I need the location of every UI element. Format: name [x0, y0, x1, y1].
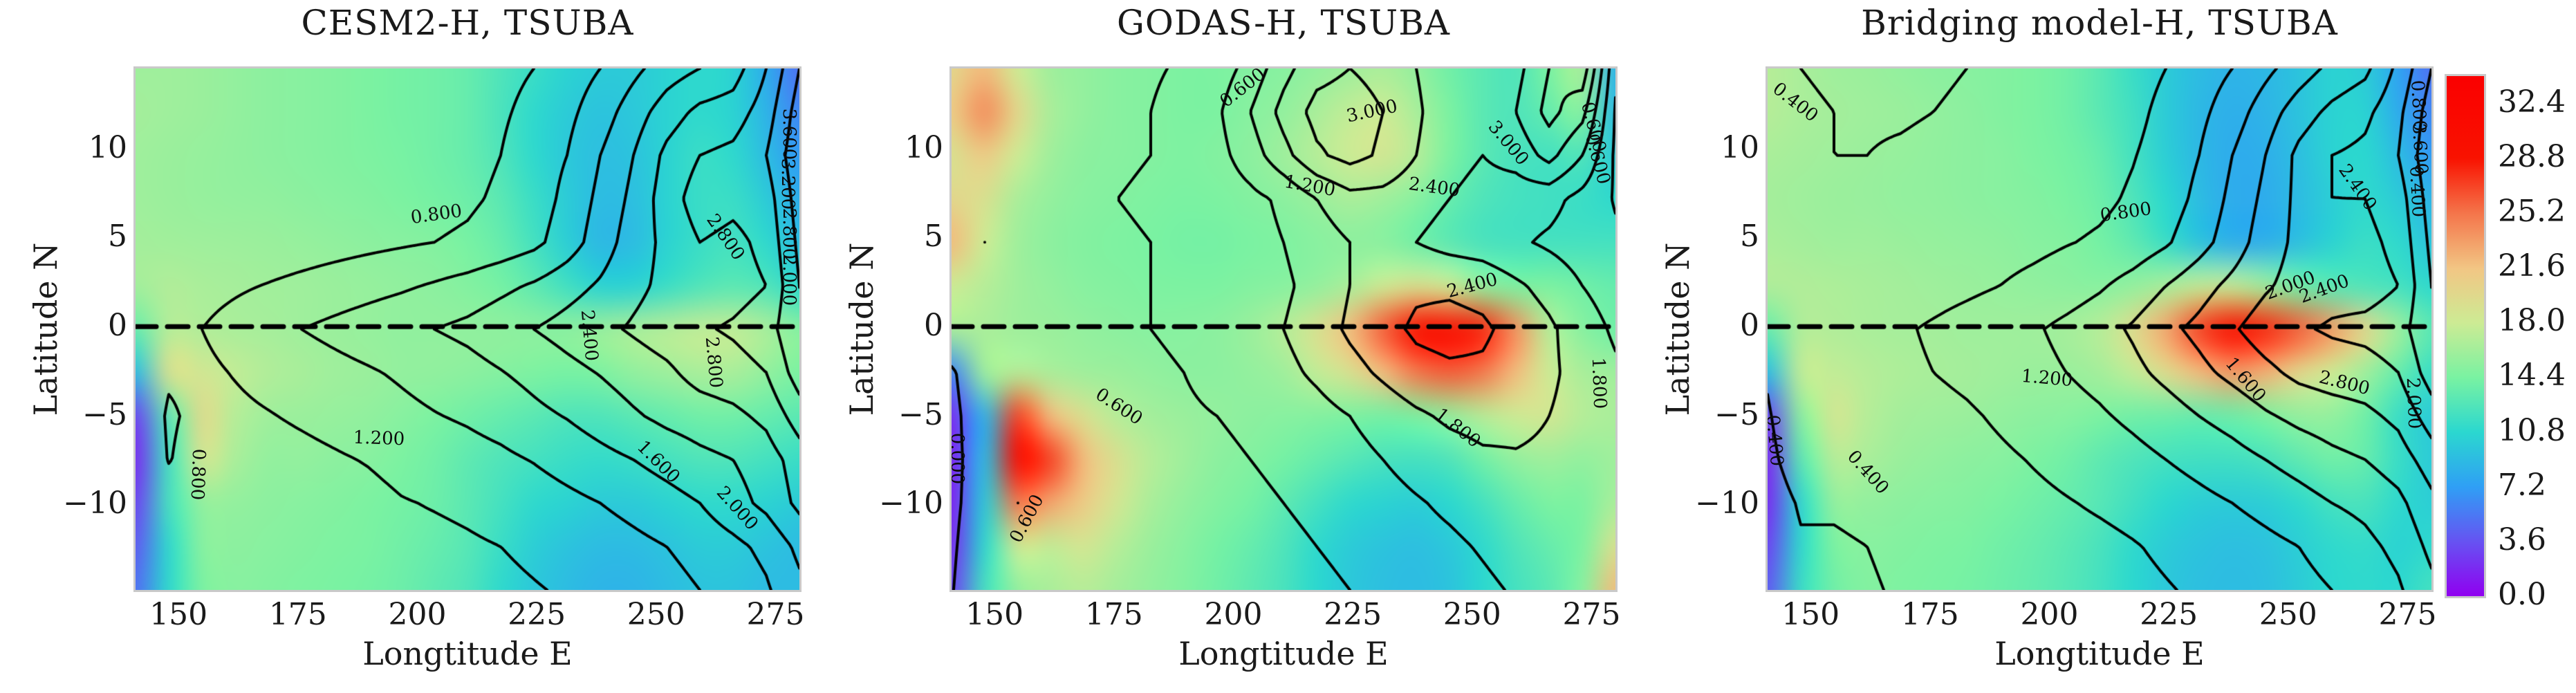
- contour-label: 0.400: [2405, 165, 2429, 218]
- contour-label: 2.000: [778, 255, 799, 306]
- y-tick-label: −5: [1714, 396, 1759, 432]
- colorbar-tick-label: 14.4: [2498, 358, 2566, 394]
- colorbar-tick-label: 10.8: [2498, 412, 2566, 448]
- contour-label: 0.400: [1768, 414, 1787, 468]
- contour-label: 0.800: [186, 447, 210, 501]
- colorbar-tick-label: 21.6: [2498, 248, 2566, 284]
- colorbar-tick-label: 32.4: [2498, 84, 2566, 120]
- panel-godas: GODAS-H, TSUBA Latitude N 0.600 3.000 3.00…: [841, 0, 1643, 693]
- panel-title: CESM2-H, TSUBA: [301, 3, 634, 43]
- contour-label: 1.200: [2020, 365, 2074, 391]
- panel-title: Bridging model-H, TSUBA: [1861, 3, 2338, 43]
- panel-bridging-model: Bridging model-H, TSUBA Latitude N 0.400…: [1657, 0, 2459, 693]
- x-tick-label: 225: [2140, 597, 2198, 632]
- x-tick-label: 225: [508, 597, 566, 632]
- x-tick-label: 150: [1781, 597, 1840, 632]
- y-tick-label: 5: [108, 219, 127, 255]
- contour-label: 2.800: [701, 335, 726, 389]
- x-tick-label: 275: [746, 597, 805, 632]
- y-tick-label: 0: [924, 308, 943, 344]
- x-tick-label: 275: [2378, 597, 2437, 632]
- x-axis-label: Longtitude E: [1178, 635, 1389, 672]
- plot-area: 0.800 0.800 1.200 1.600 2.000 2.400 2.800 2.800…: [133, 66, 801, 592]
- colorbar-tick-label: 7.2: [2498, 467, 2546, 503]
- x-axis-label: Longtitude E: [362, 635, 573, 672]
- y-tick-label: −5: [82, 396, 127, 432]
- y-tick-label: 0: [1740, 308, 1759, 344]
- x-tick-label: 250: [1443, 597, 1501, 632]
- colorbar-tick-label: 18.0: [2498, 303, 2566, 339]
- contour-label: 2.400: [576, 308, 602, 362]
- heatmap-canvas: [136, 68, 799, 590]
- x-tick-label: 200: [1204, 597, 1263, 632]
- y-tick-label: −5: [898, 396, 943, 432]
- y-tick-label: 10: [89, 129, 127, 165]
- x-tick-label: 225: [1324, 597, 1382, 632]
- y-tick-label: 10: [1721, 129, 1759, 165]
- x-tick-label: 275: [1562, 597, 1621, 632]
- x-tick-label: 250: [2259, 597, 2317, 632]
- y-tick-label: 5: [1740, 219, 1759, 255]
- contour-label: 3.600: [778, 108, 799, 160]
- y-tick-label: −10: [1695, 486, 1759, 521]
- heatmap-canvas: [952, 68, 1615, 590]
- x-tick-label: 200: [2020, 597, 2079, 632]
- colorbar-tick-label: 0.0: [2498, 577, 2546, 612]
- panel-title: GODAS-H, TSUBA: [1116, 3, 1451, 43]
- contour-label: 2.000: [2402, 377, 2425, 429]
- colorbar-tick-label: 3.6: [2498, 521, 2546, 557]
- colorbar-tick-label: 25.2: [2498, 193, 2566, 229]
- colorbar-tick-label: 28.8: [2498, 138, 2566, 174]
- x-axis-label: Longtitude E: [1994, 635, 2205, 672]
- contour-label: 2.800: [778, 208, 799, 260]
- y-tick-label: 10: [905, 129, 943, 165]
- contour-label: 1.200: [353, 427, 405, 450]
- heatmap-canvas: [1768, 68, 2431, 590]
- colorbar: [2445, 74, 2486, 598]
- x-tick-label: 250: [627, 597, 685, 632]
- y-tick-label: 0: [108, 308, 127, 344]
- contour-label: 1.800: [1587, 357, 1611, 410]
- x-tick-label: 150: [965, 597, 1024, 632]
- x-tick-label: 150: [149, 597, 208, 632]
- plot-area: 0.600 3.000 3.000 1.200 2.400 0.600 0.600 2.400…: [949, 66, 1618, 592]
- x-tick-label: 175: [1084, 597, 1143, 632]
- x-tick-label: 175: [268, 597, 327, 632]
- panel-cesm2: CESM2-H, TSUBA Latitude N 0.800 0.800 1.20…: [25, 0, 827, 693]
- plot-area: 0.400 0.800 2.400 2.000 2.400 1.200 1.600 2.800…: [1766, 66, 2434, 592]
- x-tick-label: 175: [1900, 597, 1959, 632]
- y-tick-label: −10: [63, 486, 127, 521]
- contour-label: 3.200: [777, 158, 799, 210]
- y-tick-label: 5: [924, 219, 943, 255]
- y-tick-label: −10: [879, 486, 943, 521]
- x-tick-label: 200: [388, 597, 447, 632]
- contour-label: 0.000: [952, 432, 967, 484]
